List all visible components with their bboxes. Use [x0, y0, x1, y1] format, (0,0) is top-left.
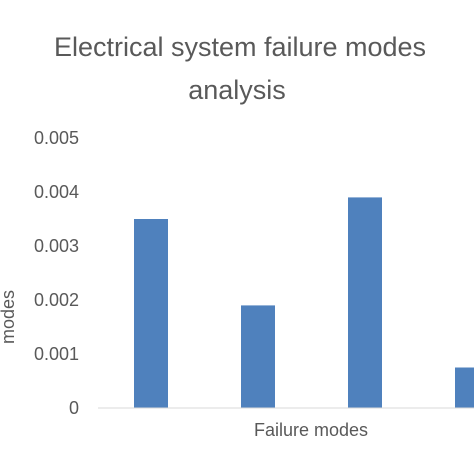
y-axis-title: modes: [0, 290, 18, 344]
y-tick-label: 0.005: [34, 128, 79, 148]
y-tick-label: 0.002: [34, 290, 79, 310]
chart-title: Electrical system failure modes analysis: [54, 32, 426, 105]
bar-series: [134, 197, 474, 408]
bar: [348, 197, 382, 408]
chart-title-line-1: Electrical system failure modes: [54, 32, 426, 62]
bar: [241, 305, 275, 408]
y-tick-label: 0: [69, 398, 79, 418]
x-axis-title: Failure modes: [254, 420, 368, 440]
y-tick-label: 0.004: [34, 182, 79, 202]
bar: [455, 367, 474, 408]
y-tick-label: 0.003: [34, 236, 79, 256]
bar: [134, 219, 168, 408]
y-tick-label: 0.001: [34, 344, 79, 364]
chart-title-line-2: analysis: [188, 75, 286, 105]
y-axis-ticks: 0 0.001 0.002 0.003 0.004 0.005: [34, 128, 79, 418]
